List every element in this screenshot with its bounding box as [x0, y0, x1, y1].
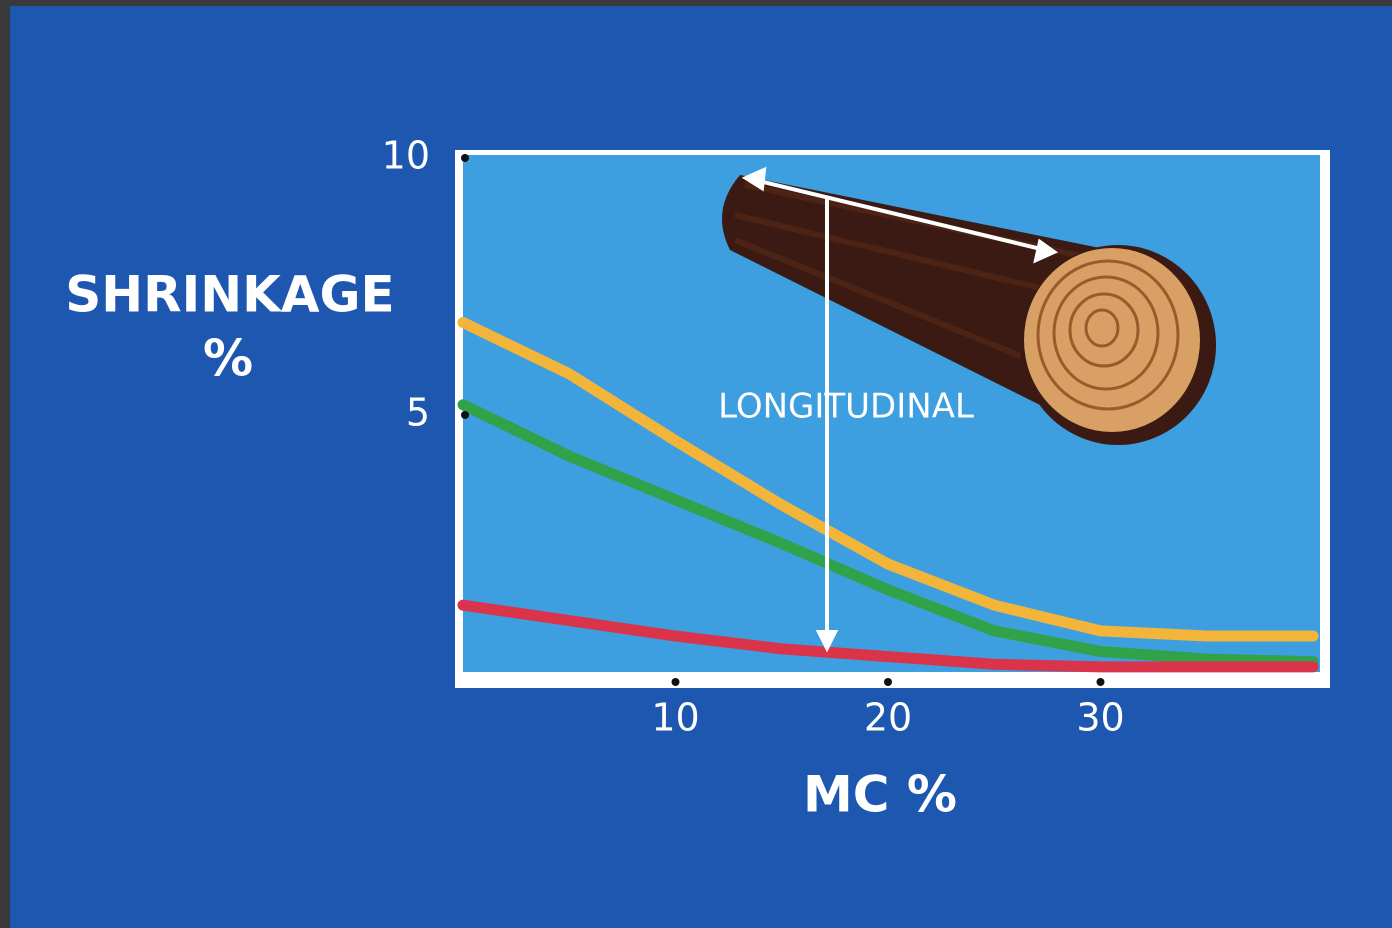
page: SHRINKAGE % MC % LONGITUDINAL 510102030 …: [0, 0, 1392, 928]
x-tick-label: 10: [651, 696, 699, 740]
y-tick-label: 10: [382, 134, 430, 178]
y-tick-label: 5: [406, 391, 430, 435]
annotation: LONGITUDINAL: [718, 387, 974, 427]
chart: SHRINKAGE % MC % LONGITUDINAL 5 10 10 20 30: [0, 0, 1392, 928]
x-tick-label: 20: [864, 696, 912, 740]
y-tick-mark: [461, 154, 469, 162]
x-tick-mark: [672, 678, 680, 686]
x-axis-label: MC %: [803, 766, 957, 824]
x-tick-mark: [1097, 678, 1105, 686]
y-axis-label: SHRINKAGE: [65, 266, 394, 324]
y-tick-mark: [461, 411, 469, 419]
y-axis-label: %: [203, 330, 253, 388]
x-tick-label: 30: [1076, 696, 1124, 740]
x-tick-mark: [884, 678, 892, 686]
